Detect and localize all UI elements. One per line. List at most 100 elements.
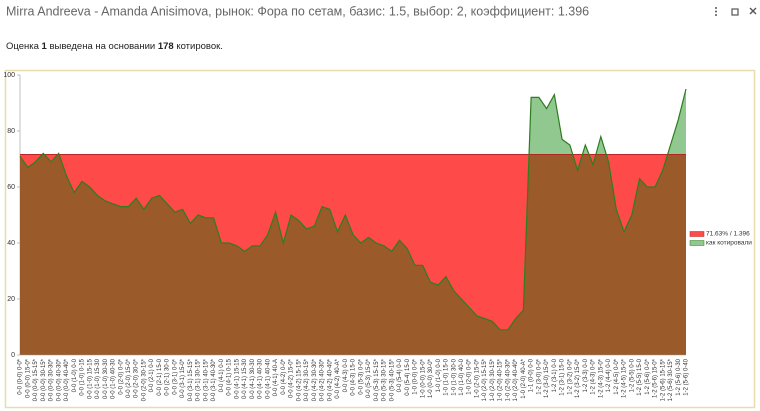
- x-tick-label: 0-0 (4-2) 40-A*: [335, 358, 341, 398]
- x-tick-label: 0-0 (3-1) 15-0*: [180, 358, 186, 398]
- x-tick-label: 0-0 (3-1) 40-30*: [211, 358, 217, 401]
- x-tick-label: 0-0 (5-3) 40-15*: [389, 358, 395, 401]
- x-tick-label: 1-2 (3-0) 0-0*: [536, 358, 542, 394]
- chart-frame: [4, 69, 756, 409]
- x-tick-label: 1-0 (1-0) 40-0: [459, 358, 465, 395]
- x-tick-label: 1-0 (2-0) 40-30*: [505, 358, 511, 401]
- x-tick-label: 0-0 (0-0) 15-15*: [33, 358, 39, 401]
- x-tick-label: 0-0 (4-1) 15-15: [234, 358, 240, 399]
- x-tick-label: 0-0 (2-1) 15-0: [157, 358, 163, 395]
- x-tick-label: 1-0 (1-0) 0-0: [436, 358, 442, 392]
- x-tick-label: 0-0 (0-0) 0-0*: [18, 358, 24, 394]
- x-tick-label: 0-0 (2-0) 30-15*: [141, 358, 147, 401]
- x-tick-label: 1-2 (4-5) 15-0*: [622, 358, 628, 398]
- x-tick-label: 0-0 (5-3) 30-15*: [382, 358, 388, 401]
- x-tick-label: 0-0 (5-4) 0-0: [397, 358, 403, 392]
- x-tick-label: 1-2 (5-6) 0-30: [676, 358, 682, 395]
- x-tick-label: 1-2 (5-6) 15-0*: [653, 358, 659, 398]
- x-tick-label: 1-2 (5-6) 15-15*: [660, 358, 666, 401]
- y-tick-label: 0: [11, 352, 15, 359]
- x-tick-label: 1-0 (2-0) 40-40*: [513, 358, 519, 401]
- x-tick-label: 1-0 (2-0) 0-0*: [467, 358, 473, 394]
- x-tick-label: 0-0 (0-0) 30-30*: [49, 358, 55, 401]
- x-tick-label: 0-0 (4-1) 40-A: [273, 359, 279, 396]
- x-tick-label: 1-0 (2-0) 30-15*: [490, 358, 496, 401]
- x-tick-label: 0-0 (4-2) 15-0*: [289, 358, 295, 398]
- x-tick-label: 0-0 (4-1) 30-30: [250, 358, 256, 399]
- x-tick-label: 1-2 (3-3) 0-0: [583, 358, 589, 392]
- window-controls[interactable]: [715, 7, 757, 16]
- x-tick-label: 0-0 (1-0) 0-15: [80, 358, 86, 395]
- x-tick-label: 0-0 (4-2) 30-30*: [312, 358, 318, 401]
- x-tick-label: 1-2 (5-5) 15-0: [637, 358, 643, 395]
- x-tick-label: 0-0 (5-4) 15-0: [405, 358, 411, 395]
- x-tick-label: 1-0 (2-0) 40-A*: [521, 358, 527, 398]
- x-tick-label: 1-2 (4-5) 0-0*: [614, 358, 620, 394]
- x-tick-label: 1-0 (2-0) 15-15*: [482, 358, 488, 401]
- x-tick-label: 1-2 (5-6) 0-40: [684, 358, 690, 395]
- info-part: выведена на основании: [47, 41, 158, 52]
- y-tick-label: 40: [7, 240, 15, 247]
- x-tick-label: 0-0 (4-2) 30-15*: [304, 358, 310, 401]
- y-tick-label: 80: [7, 128, 15, 135]
- window-title: Mirra Andreeva - Amanda Anisimova, рынок…: [6, 4, 589, 18]
- legend-label: 71.63% / 1.396: [706, 231, 750, 238]
- x-tick-label: 0-0 (3-1) 0-0*: [172, 358, 178, 394]
- legend-swatch: [689, 240, 705, 246]
- x-tick-label: 0-0 (3-1) 15-15*: [188, 358, 194, 401]
- x-tick-label: 0-0 (0-0) 30-15*: [41, 358, 47, 401]
- x-tick-label: 1-2 (3-2) 0-0*: [567, 358, 573, 394]
- x-tick-label: 1-0 (1-0) 15-0: [444, 358, 450, 395]
- x-tick-label: 0-0 (5-3) 15-0*: [366, 358, 372, 398]
- y-tick-label: 20: [7, 296, 15, 303]
- x-tick-label: 0-0 (4-1) 15-30: [242, 358, 248, 399]
- x-tick-label: 0-0 (1-0) 0-0: [72, 358, 78, 392]
- x-tick-label: 0-0 (2-1) 0-0: [149, 358, 155, 392]
- x-tick-label: 0-0 (2-1) 30-0: [165, 358, 171, 395]
- chart: 0 20 40 60 80 100 0-0 (0-0) 0-0* 0-0 (0-0) 15-0…: [3, 72, 752, 402]
- x-tick-label: 0-0 (1-0) 30-30: [103, 358, 109, 399]
- area-above: [42, 89, 686, 155]
- x-tick-label: 0-0 (0-0) 40-40*: [64, 358, 70, 401]
- x-tick-label: 1-0 (0-0) 15-0*: [420, 358, 426, 398]
- x-tick-label: 0-0 (5-3) 15-15*: [374, 358, 380, 401]
- x-tick-label: 0-0 (4-1) 0-0: [219, 358, 225, 392]
- x-tick-label: 0-0 (1-0) 15-30: [95, 358, 101, 399]
- x-tick-label: 0-0 (4-1) 40-40: [265, 358, 271, 399]
- info-text: Оценка 1 выведена на основании 178 котир…: [6, 41, 223, 52]
- info-part: котировок.: [174, 41, 223, 52]
- y-tick-label: 100: [3, 72, 15, 79]
- x-tick-label: 1-2 (4-4) 0-0: [606, 358, 612, 392]
- area-below: [20, 154, 686, 355]
- y-tick-label: 60: [7, 184, 15, 191]
- x-tick-label: 0-0 (1-0) 40-30: [111, 358, 117, 399]
- x-tick-label: 1-2 (3-1) 15-0: [560, 358, 566, 395]
- x-tick-label: 0-0 (4-2) 15-15*: [296, 358, 302, 401]
- info-part: 1: [42, 41, 48, 52]
- legend-label: как котировали: [706, 240, 752, 247]
- x-tick-label: 0-0 (2-0) 30-0*: [134, 358, 140, 398]
- x-tick-label: 0-0 (4-1) 0-15: [227, 358, 233, 395]
- x-tick-label: 0-0 (4-2) 0-0*: [281, 358, 287, 394]
- x-tick-label: 0-0 (4-3) 0-0: [343, 358, 349, 392]
- x-tick-label: 1-2 (5-6) 30-15*: [668, 358, 674, 401]
- x-tick-label: 0-0 (5-3) 0-0*: [358, 358, 364, 394]
- x-tick-label: 1-2 (3-1) 0-0: [552, 358, 558, 392]
- series-line: [19, 88, 687, 331]
- info-part: Оценка: [6, 41, 42, 52]
- legend-swatch: [689, 231, 705, 237]
- x-tick-label: 1-2 (5-5) 0-0: [629, 358, 635, 392]
- x-tick-label: 0-0 (4-1) 40-30: [258, 358, 264, 399]
- x-tick-label: 0-0 (4-2) 40-40*: [327, 358, 333, 401]
- x-tick-label: 1-2 (4-3) 15-0*: [598, 358, 604, 398]
- x-tick-label: 0-0 (4-2) 40-30*: [320, 358, 326, 401]
- x-tick-label: 0-0 (2-0) 15-0*: [126, 358, 132, 398]
- x-tick-label: 1-0 (1-0) 30-0: [451, 358, 457, 395]
- x-tick-label: 0-0 (3-1) 30-15*: [196, 358, 202, 401]
- x-tick-label: 0-0 (3-1) 40-15*: [203, 358, 209, 401]
- x-tick-label: 1-0 (2-0) 40-15*: [498, 358, 504, 401]
- x-tick-label: 0-0 (2-0) 0-0*: [118, 358, 124, 394]
- x-tick-label: 1-2 (5-6) 0-0*: [645, 358, 651, 394]
- x-tick-label: 1-2 (4-3) 0-0*: [591, 358, 597, 394]
